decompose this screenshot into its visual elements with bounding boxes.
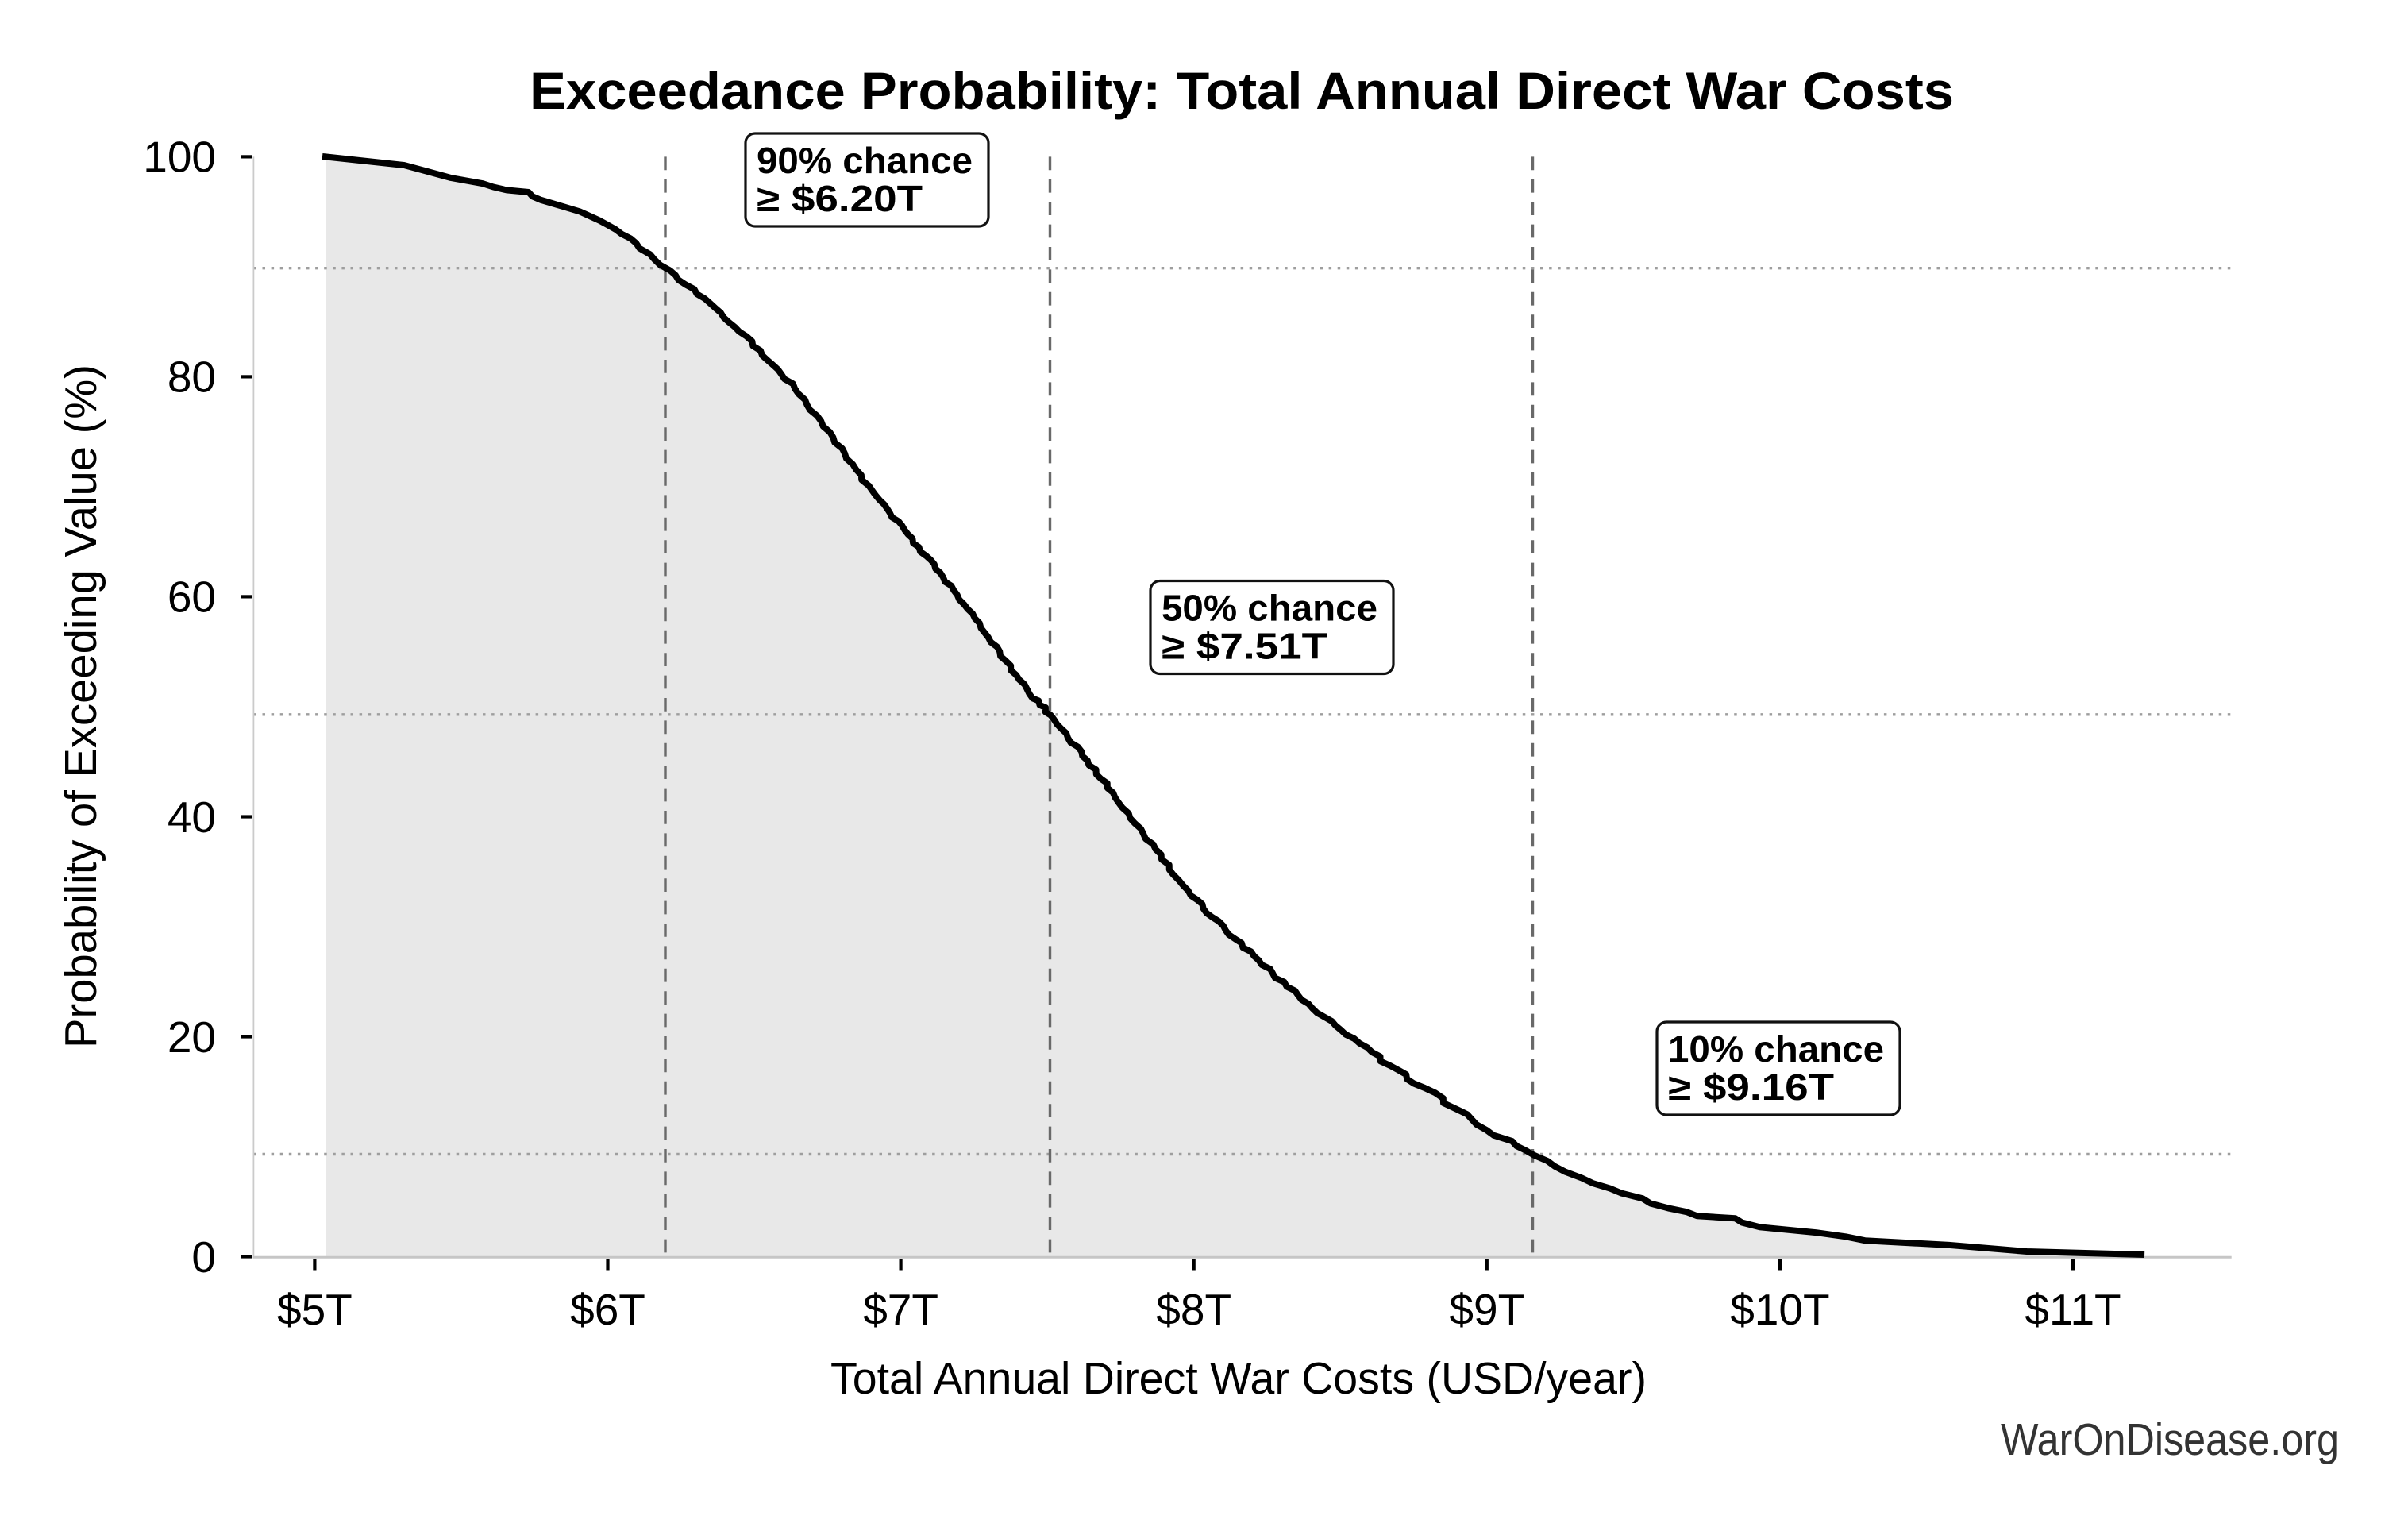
- svg-text:60: 60: [168, 573, 216, 622]
- svg-text:Exceedance Probability: Total: Exceedance Probability: Total Annual Dir…: [530, 61, 1954, 120]
- svg-text:≥ $7.51T: ≥ $7.51T: [1162, 626, 1327, 667]
- svg-text:90% chance: 90% chance: [757, 140, 973, 181]
- svg-text:50% chance: 50% chance: [1162, 588, 1377, 629]
- svg-text:$7T: $7T: [863, 1285, 938, 1334]
- svg-text:80: 80: [168, 353, 216, 402]
- svg-text:$9T: $9T: [1449, 1285, 1524, 1334]
- svg-text:Total Annual Direct War Costs: Total Annual Direct War Costs (USD/year): [830, 1353, 1647, 1403]
- svg-text:10% chance: 10% chance: [1668, 1028, 1884, 1070]
- svg-text:WarOnDisease.org: WarOnDisease.org: [2001, 1414, 2339, 1465]
- svg-text:≥ $6.20T: ≥ $6.20T: [757, 178, 923, 219]
- svg-text:$10T: $10T: [1730, 1285, 1829, 1334]
- svg-text:40: 40: [168, 792, 216, 842]
- svg-text:≥ $9.16T: ≥ $9.16T: [1668, 1066, 1834, 1108]
- svg-text:$11T: $11T: [2025, 1285, 2121, 1334]
- svg-text:0: 0: [191, 1232, 216, 1282]
- svg-text:$6T: $6T: [570, 1285, 645, 1334]
- svg-text:Probability of Exceeding Value: Probability of Exceeding Value (%): [56, 364, 106, 1048]
- svg-text:$8T: $8T: [1156, 1285, 1231, 1334]
- svg-text:100: 100: [143, 133, 216, 182]
- svg-text:20: 20: [168, 1012, 216, 1062]
- svg-text:$5T: $5T: [277, 1285, 353, 1334]
